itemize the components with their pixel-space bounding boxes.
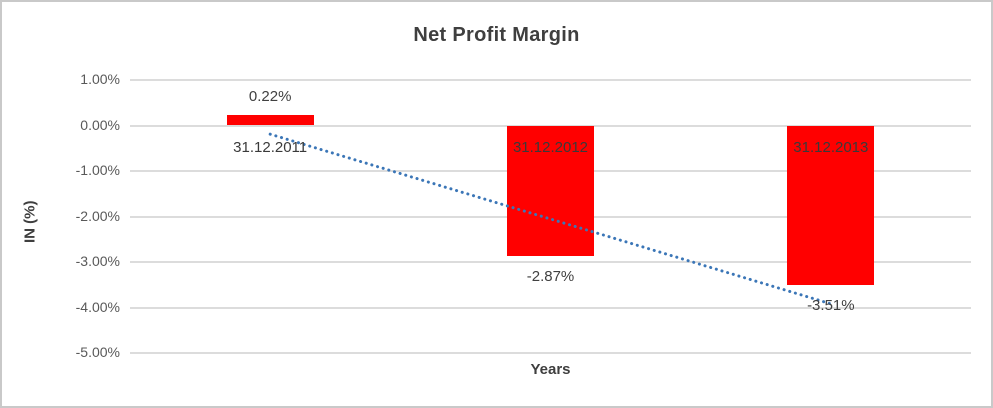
y-tick-label: -1.00%: [75, 162, 120, 178]
chart-title: Net Profit Margin: [413, 24, 580, 46]
category-label: 31.12.2013: [793, 138, 869, 156]
y-tick-label: -3.00%: [75, 253, 120, 269]
gridline: [130, 79, 971, 81]
y-tick-label: -4.00%: [75, 298, 120, 315]
category-label: 31.12.2012: [512, 138, 589, 156]
bar-31.12.2011: [226, 115, 314, 126]
x-axis-title: Years: [530, 361, 571, 378]
y-tick-label: 0.00%: [80, 116, 120, 133]
y-tick-label: 1.00%: [80, 71, 120, 87]
gridline: [130, 261, 971, 263]
y-tick-label: -5.00%: [75, 344, 120, 360]
bar-31.12.2013: [787, 125, 875, 286]
category-label: 31.12.2011: [233, 138, 308, 156]
value-label: 0.22%: [248, 88, 292, 106]
gridline: [130, 352, 971, 354]
bar-31.12.2012: [507, 125, 594, 257]
value-label: -3.51%: [807, 297, 855, 315]
gridline: [130, 306, 971, 309]
y-tick-label: -2.00%: [75, 207, 120, 224]
value-label: -2.87%: [526, 268, 575, 286]
